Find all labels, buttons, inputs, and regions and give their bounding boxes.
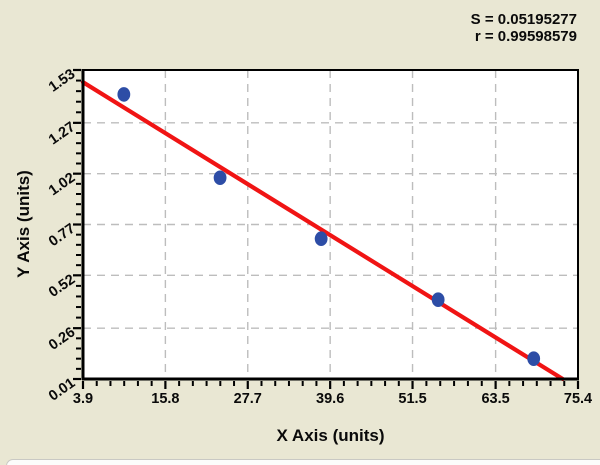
data-point (314, 231, 328, 247)
data-point (431, 292, 445, 308)
data-point (117, 87, 131, 102)
x-tick-label: 39.6 (316, 391, 344, 407)
data-point (213, 170, 227, 186)
x-axis-title: X Axis (units) (276, 426, 385, 445)
data-point (527, 351, 541, 366)
axes (81, 69, 579, 381)
x-tick-label: 3.9 (73, 391, 93, 407)
y-axis-title: Y Axis (units) (14, 170, 33, 278)
gridlines (83, 70, 578, 379)
std-error-value: S = 0.05195277 (470, 11, 577, 28)
x-tick-label: 27.7 (234, 391, 262, 407)
bottom-window-edge (6, 459, 600, 465)
x-tick-labels: 3.9 15.8 27.7 39.6 51.5 63.5 75.4 (73, 391, 592, 407)
x-tick-label: 15.8 (151, 391, 179, 407)
y-tick-labels: 0.010.260.520.771.021.271.53 (46, 66, 78, 404)
x-tick-label: 75.4 (564, 391, 592, 407)
axis-ticks (73, 68, 580, 389)
correlation-value: r = 0.99598579 (474, 28, 577, 45)
data-points (117, 87, 541, 366)
x-tick-label: 51.5 (398, 391, 426, 407)
fit-statistics: S = 0.05195277 r = 0.99598579 (471, 11, 577, 45)
regression-line (80, 80, 565, 382)
x-tick-label: 63.5 (481, 391, 509, 407)
